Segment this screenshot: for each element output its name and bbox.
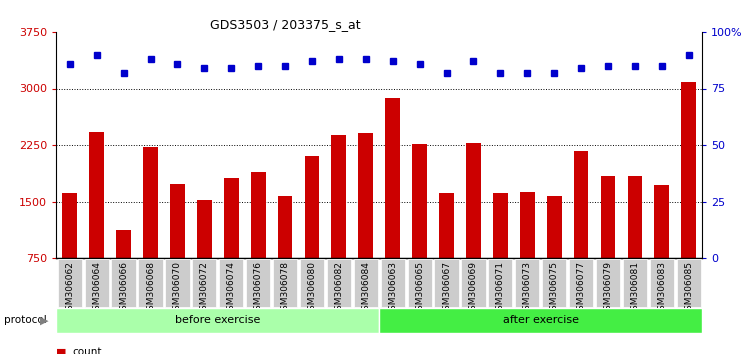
- FancyBboxPatch shape: [300, 259, 324, 307]
- FancyBboxPatch shape: [165, 259, 189, 307]
- FancyBboxPatch shape: [488, 259, 512, 307]
- FancyBboxPatch shape: [85, 259, 109, 307]
- FancyBboxPatch shape: [354, 259, 378, 307]
- FancyBboxPatch shape: [111, 259, 136, 307]
- Bar: [278, 196, 292, 258]
- FancyBboxPatch shape: [569, 259, 593, 307]
- Text: GSM306077: GSM306077: [577, 261, 586, 316]
- FancyBboxPatch shape: [327, 259, 351, 307]
- Bar: [379, 308, 702, 333]
- Bar: [197, 200, 212, 258]
- Text: GSM306084: GSM306084: [361, 261, 370, 316]
- Text: GSM306078: GSM306078: [281, 261, 290, 316]
- FancyBboxPatch shape: [623, 259, 647, 307]
- Text: GSM306071: GSM306071: [496, 261, 505, 316]
- Text: GSM306069: GSM306069: [469, 261, 478, 316]
- Text: GSM306063: GSM306063: [388, 261, 397, 316]
- Bar: [439, 194, 454, 258]
- FancyBboxPatch shape: [515, 259, 539, 307]
- Text: GSM306073: GSM306073: [523, 261, 532, 316]
- Bar: [681, 82, 696, 258]
- FancyBboxPatch shape: [219, 259, 243, 307]
- Bar: [116, 230, 131, 258]
- Bar: [628, 176, 642, 258]
- Bar: [62, 193, 77, 258]
- Text: GSM306085: GSM306085: [684, 261, 693, 316]
- Text: GSM306068: GSM306068: [146, 261, 155, 316]
- FancyBboxPatch shape: [461, 259, 486, 307]
- Bar: [574, 151, 589, 258]
- Text: GSM306079: GSM306079: [604, 261, 613, 316]
- Text: GSM306075: GSM306075: [550, 261, 559, 316]
- FancyBboxPatch shape: [381, 259, 405, 307]
- Bar: [520, 192, 535, 258]
- Text: after exercise: after exercise: [502, 315, 579, 325]
- Bar: [601, 176, 615, 258]
- Bar: [547, 196, 562, 258]
- Text: GSM306067: GSM306067: [442, 261, 451, 316]
- Bar: [412, 144, 427, 258]
- Text: GSM306080: GSM306080: [307, 261, 316, 316]
- FancyBboxPatch shape: [192, 259, 216, 307]
- FancyBboxPatch shape: [138, 259, 163, 307]
- Bar: [143, 147, 158, 258]
- Text: count: count: [73, 347, 102, 354]
- Bar: [305, 156, 319, 258]
- Text: GSM306083: GSM306083: [657, 261, 666, 316]
- Text: GSM306072: GSM306072: [200, 261, 209, 316]
- Bar: [493, 193, 508, 258]
- Text: GSM306064: GSM306064: [92, 261, 101, 316]
- FancyBboxPatch shape: [408, 259, 432, 307]
- Bar: [251, 172, 266, 258]
- Text: ■: ■: [56, 347, 67, 354]
- Text: GSM306066: GSM306066: [119, 261, 128, 316]
- Text: GSM306062: GSM306062: [65, 261, 74, 316]
- Text: GSM306082: GSM306082: [334, 261, 343, 316]
- Bar: [56, 308, 379, 333]
- Bar: [331, 135, 346, 258]
- FancyBboxPatch shape: [542, 259, 566, 307]
- Text: GSM306070: GSM306070: [173, 261, 182, 316]
- Bar: [654, 185, 669, 258]
- Text: GDS3503 / 203375_s_at: GDS3503 / 203375_s_at: [210, 18, 360, 31]
- Bar: [466, 143, 481, 258]
- FancyBboxPatch shape: [273, 259, 297, 307]
- Text: GSM306076: GSM306076: [254, 261, 263, 316]
- Bar: [358, 133, 373, 258]
- FancyBboxPatch shape: [434, 259, 459, 307]
- FancyBboxPatch shape: [58, 259, 82, 307]
- FancyBboxPatch shape: [650, 259, 674, 307]
- Text: protocol: protocol: [4, 315, 47, 325]
- Text: ▶: ▶: [41, 315, 49, 325]
- Text: GSM306065: GSM306065: [415, 261, 424, 316]
- Bar: [170, 184, 185, 258]
- FancyBboxPatch shape: [677, 259, 701, 307]
- Text: GSM306074: GSM306074: [227, 261, 236, 316]
- Bar: [224, 178, 239, 258]
- Bar: [385, 98, 400, 258]
- Bar: [89, 132, 104, 258]
- Text: GSM306081: GSM306081: [630, 261, 639, 316]
- FancyBboxPatch shape: [596, 259, 620, 307]
- FancyBboxPatch shape: [246, 259, 270, 307]
- Text: before exercise: before exercise: [175, 315, 261, 325]
